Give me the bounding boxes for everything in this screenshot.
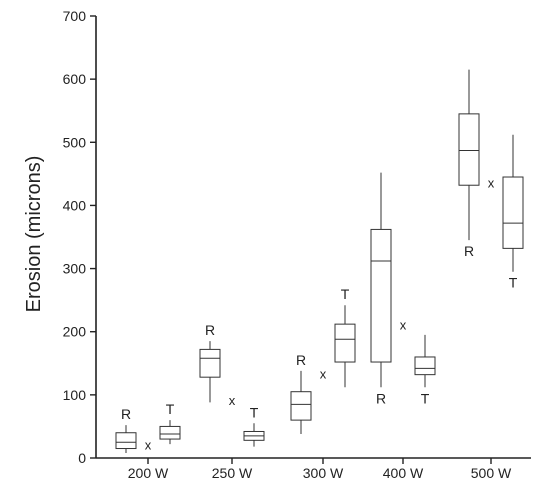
box-iqr bbox=[370, 228, 392, 363]
box-label: R bbox=[205, 322, 215, 338]
box-iqr bbox=[458, 113, 480, 186]
box-iqr bbox=[334, 323, 356, 363]
y-tick-label: 300 bbox=[63, 261, 87, 277]
box-label: T bbox=[341, 286, 350, 302]
x-marker: x bbox=[145, 437, 152, 452]
box-400w-r: R bbox=[370, 172, 392, 406]
box-label: T bbox=[250, 404, 259, 420]
y-tick-label: 700 bbox=[63, 8, 87, 24]
box-500w-t: T bbox=[502, 134, 524, 291]
box-label: R bbox=[296, 352, 306, 368]
box-label: R bbox=[376, 390, 386, 406]
box-250w-r: R bbox=[199, 322, 221, 403]
x-tick-label: 200 W bbox=[128, 465, 169, 481]
x-tick-label: 300 W bbox=[303, 465, 344, 481]
y-tick-label: 100 bbox=[63, 387, 87, 403]
y-tick-label: 0 bbox=[78, 450, 86, 466]
y-tick-label: 600 bbox=[63, 71, 87, 87]
y-tick-label: 200 bbox=[63, 324, 87, 340]
box-200w-t: T bbox=[159, 401, 181, 445]
x-tick-label: 250 W bbox=[212, 465, 253, 481]
box-250w-t: T bbox=[243, 404, 265, 447]
box-iqr bbox=[414, 356, 436, 376]
box-iqr bbox=[115, 432, 137, 450]
box-label: T bbox=[509, 275, 518, 291]
x-marker: x bbox=[229, 393, 236, 408]
box-400w-t: T bbox=[414, 334, 436, 406]
box-iqr bbox=[502, 176, 524, 249]
box-500w-r: R bbox=[458, 69, 480, 259]
x-marker: x bbox=[400, 317, 407, 332]
axes: 0 100 200 300 400 500 600 700 200 W 250 W 300 W 400… bbox=[63, 8, 531, 481]
box-200w-r: R bbox=[115, 406, 137, 453]
x-tick-label: 400 W bbox=[383, 465, 424, 481]
box-label: R bbox=[121, 406, 131, 422]
box-label: R bbox=[464, 243, 474, 259]
box-iqr bbox=[159, 425, 181, 440]
box-iqr bbox=[290, 391, 312, 421]
x-marker: x bbox=[320, 367, 327, 382]
y-tick-label: 500 bbox=[63, 134, 87, 150]
box-300w-t: T bbox=[334, 286, 356, 388]
y-tick-label: 400 bbox=[63, 197, 87, 213]
box-label: T bbox=[421, 390, 430, 406]
box-iqr bbox=[199, 348, 221, 378]
y-axis-label: Erosion (microns) bbox=[23, 156, 45, 313]
x-marker: x bbox=[488, 175, 495, 190]
plot-area: R T R T R T R T R Tx x x x x bbox=[115, 69, 524, 453]
box-label: T bbox=[166, 401, 175, 417]
box-300w-r: R bbox=[290, 352, 312, 435]
x-tick-label: 500 W bbox=[471, 465, 512, 481]
